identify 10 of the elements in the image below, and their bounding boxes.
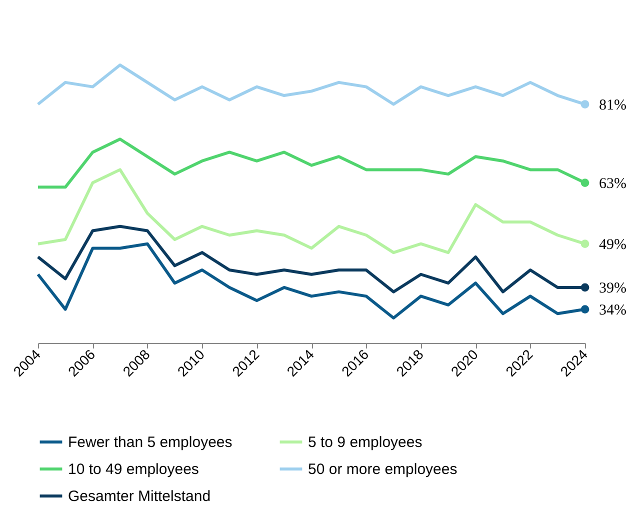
legend-label: 50 or more employees xyxy=(308,461,458,478)
data-label: 81% xyxy=(599,97,626,114)
data-label: 34% xyxy=(599,302,626,318)
legend-label: 5 to 9 employees xyxy=(308,434,422,451)
legend-label: Gesamter Mittelstand xyxy=(68,488,211,505)
legend-label: Fewer than 5 employees xyxy=(68,434,232,451)
legend-label: 10 to 49 employees xyxy=(68,461,199,478)
data-label: 63% xyxy=(599,176,626,192)
data-label: 49% xyxy=(599,236,626,253)
data-label: 39% xyxy=(599,280,626,296)
